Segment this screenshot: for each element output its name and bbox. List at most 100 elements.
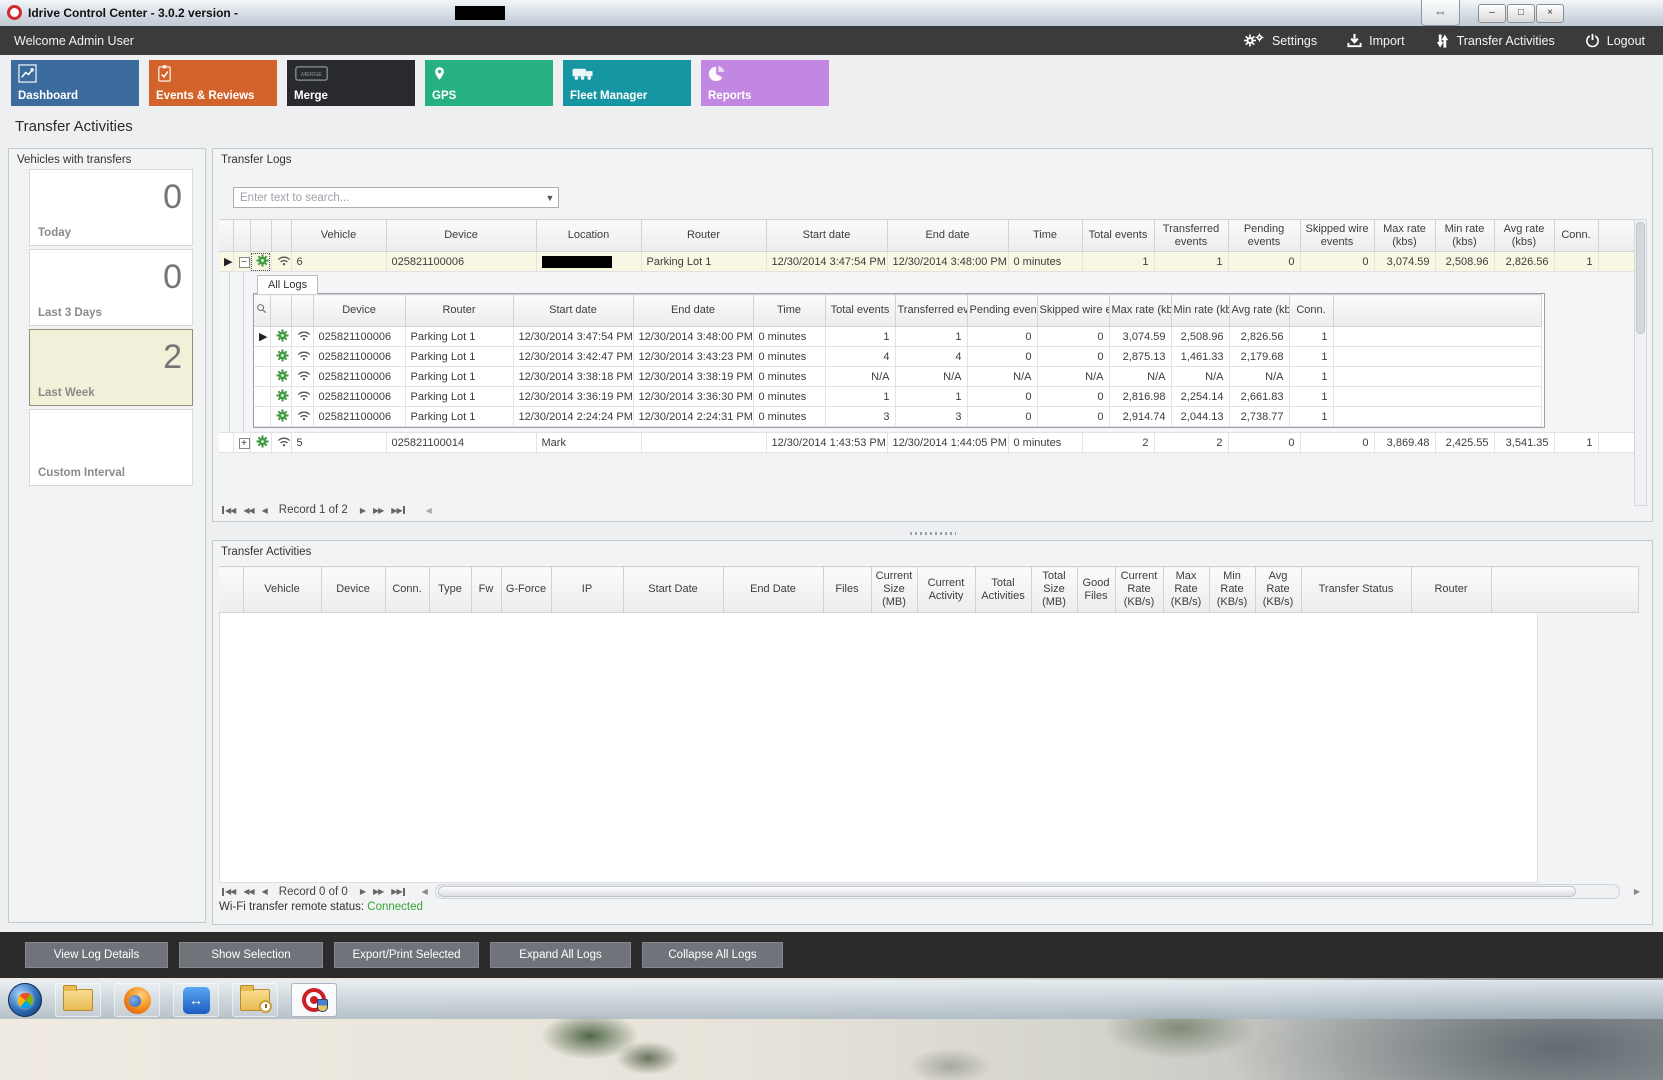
logs-column-header[interactable]: End date — [887, 219, 1009, 252]
minimize-button[interactable]: – — [1478, 4, 1506, 23]
detail-column-header[interactable]: Start date — [513, 294, 634, 327]
ta-column-header[interactable]: Current Rate (KB/s) — [1115, 566, 1164, 613]
detail-column-header[interactable]: Transferred events — [895, 294, 968, 327]
transfer-log-row[interactable]: ▶ −6 025821100006 Parking Lot 1 12/30/2014 3… — [219, 251, 1639, 272]
nav-next-button[interactable]: ▶ — [359, 505, 366, 515]
log-detail-row[interactable]: 025821100006 Parking Lot 1 12/30/2014 2:24… — [254, 406, 1542, 427]
ta-column-header[interactable]: Total Size (MB) — [1031, 566, 1078, 613]
detail-column-header[interactable]: Router — [405, 294, 514, 327]
detail-column-header[interactable]: Conn. — [1289, 294, 1334, 327]
nav-prev-page-button[interactable]: ◀◀ — [243, 505, 254, 515]
nav-first-button[interactable]: ◀◀ — [221, 506, 236, 515]
hscroll-left-arrow[interactable]: ◀ — [425, 505, 432, 515]
interval-card-last-week[interactable]: 2 Last Week — [29, 329, 193, 406]
ta-column-header[interactable]: Type — [429, 566, 472, 613]
nav-next-page-button[interactable]: ▶▶ — [372, 505, 384, 515]
log-detail-row[interactable]: 025821100006 Parking Lot 1 12/30/2014 3:38… — [254, 366, 1542, 387]
gear-icon[interactable] — [276, 369, 289, 382]
panel-splitter[interactable] — [212, 528, 1653, 538]
gear-icon[interactable] — [276, 409, 289, 422]
detail-column-header[interactable]: Min rate (kbs) — [1171, 294, 1230, 327]
nav-prev-button[interactable]: ◀ — [261, 887, 268, 896]
logs-vertical-scrollbar[interactable] — [1634, 219, 1647, 506]
detail-column-header[interactable]: Avg rate (kbs) — [1229, 294, 1290, 327]
ta-column-header[interactable]: Device — [321, 566, 386, 613]
expand-row-button[interactable]: + — [238, 437, 249, 449]
mail-clock-icon[interactable] — [232, 983, 278, 1017]
logs-column-header[interactable]: Router — [641, 219, 767, 252]
log-detail-row[interactable]: ▶ 025821100006 Parking Lot 1 12/30/2014 3:4… — [254, 326, 1542, 347]
gear-icon[interactable] — [256, 254, 269, 267]
gear-icon[interactable] — [256, 435, 269, 448]
ta-column-header[interactable]: Current Activity — [917, 566, 976, 613]
ta-column-header[interactable]: Conn. — [385, 566, 430, 613]
maximize-button[interactable]: □ — [1507, 4, 1535, 23]
ta-column-header[interactable]: End Date — [723, 566, 824, 613]
nav-last-button[interactable]: ▶▶ — [391, 887, 405, 896]
detail-column-header[interactable]: Pending events — [967, 294, 1038, 327]
logs-column-header[interactable]: Transferred events — [1154, 219, 1229, 252]
nav-prev-button[interactable]: ◀ — [261, 505, 268, 515]
idrive-app-icon[interactable] — [291, 983, 337, 1017]
ta-column-header[interactable]: Router — [1411, 566, 1492, 613]
logs-column-header[interactable]: Location — [536, 219, 642, 252]
tab-merge[interactable]: MERGE Merge — [287, 60, 415, 106]
detail-column-header[interactable]: Time — [753, 294, 826, 327]
gear-icon[interactable] — [276, 329, 289, 342]
ta-horizontal-scrollbar[interactable] — [434, 884, 1620, 899]
log-detail-row[interactable]: 025821100006 Parking Lot 1 12/30/2014 3:42… — [254, 346, 1542, 367]
logs-column-header[interactable]: Skipped wire events — [1300, 219, 1375, 252]
export-print-selected-button[interactable]: Export/Print Selected — [334, 942, 479, 968]
tab-events-reviews[interactable]: Events & Reviews — [149, 60, 277, 106]
tab-reports[interactable]: Reports — [701, 60, 829, 106]
ta-column-header[interactable]: Start Date — [623, 566, 724, 613]
view-log-details-button[interactable]: View Log Details — [25, 942, 168, 968]
firefox-icon[interactable] — [114, 983, 160, 1017]
tab-fleet-manager[interactable]: Fleet Manager — [563, 60, 691, 106]
logs-column-header[interactable]: Min rate (kbs) — [1435, 219, 1495, 252]
ta-column-header[interactable]: Transfer Status — [1301, 566, 1412, 613]
teamviewer-icon[interactable]: ↔ — [173, 983, 219, 1017]
nav-next-button[interactable]: ▶ — [359, 887, 366, 896]
interval-card-today[interactable]: 0 Today — [29, 169, 193, 246]
ta-column-header[interactable]: Min Rate (KB/s) — [1209, 566, 1256, 613]
logs-column-header[interactable]: Time — [1008, 219, 1083, 252]
detail-column-header[interactable]: Device — [313, 294, 406, 327]
ta-column-header[interactable]: Avg Rate (KB/s) — [1255, 566, 1302, 613]
tab-dashboard[interactable]: Dashboard — [11, 60, 139, 106]
interval-card-custom[interactable]: Custom Interval — [29, 409, 193, 486]
logs-column-header[interactable]: Pending events — [1228, 219, 1301, 252]
import-button[interactable]: Import — [1347, 33, 1405, 48]
settings-button[interactable]: Settings — [1243, 33, 1317, 49]
remote-session-grip[interactable]: ⇔ — [1421, 0, 1460, 26]
hscroll-right-arrow[interactable]: ▶ — [1633, 887, 1640, 896]
logs-column-header[interactable]: Start date — [766, 219, 888, 252]
file-explorer-icon[interactable] — [55, 983, 101, 1017]
nav-next-page-button[interactable]: ▶▶ — [372, 887, 384, 896]
show-selection-button[interactable]: Show Selection — [179, 942, 323, 968]
tab-gps[interactable]: GPS — [425, 60, 553, 106]
windows-start-icon[interactable] — [8, 983, 42, 1017]
detail-column-header[interactable]: Skipped wire events — [1037, 294, 1110, 327]
nav-prev-page-button[interactable]: ◀◀ — [243, 887, 254, 896]
search-input[interactable] — [234, 191, 542, 204]
expand-all-logs-button[interactable]: Expand All Logs — [490, 942, 631, 968]
chevron-down-icon[interactable]: ▼ — [545, 192, 555, 203]
detail-column-header[interactable]: Total events — [825, 294, 896, 327]
ta-column-header[interactable]: Current Size (MB) — [871, 566, 918, 613]
logs-column-header[interactable]: Device — [386, 219, 537, 252]
all-logs-tab[interactable]: All Logs — [257, 275, 319, 294]
hscroll-left-arrow[interactable]: ◀ — [421, 887, 428, 896]
detail-column-header[interactable]: Max rate (kbs) — [1109, 294, 1172, 327]
ta-column-header[interactable]: Max Rate (KB/s) — [1163, 566, 1210, 613]
logs-column-header[interactable]: Avg rate (kbs) — [1494, 219, 1555, 252]
ta-column-header[interactable]: Good Files — [1077, 566, 1116, 613]
logout-button[interactable]: Logout — [1585, 33, 1645, 48]
ta-column-header[interactable]: Files — [823, 566, 872, 613]
transfer-log-row[interactable]: +5 025821100014 Mark 12/30/2014 1:43:53 PM 1… — [219, 432, 1639, 453]
search-icon[interactable] — [256, 303, 267, 314]
ta-column-header[interactable]: Total Activities — [975, 566, 1032, 613]
collapse-row-button[interactable]: − — [238, 256, 249, 268]
interval-card-last-3-days[interactable]: 0 Last 3 Days — [29, 249, 193, 326]
ta-column-header[interactable]: Fw — [471, 566, 502, 613]
